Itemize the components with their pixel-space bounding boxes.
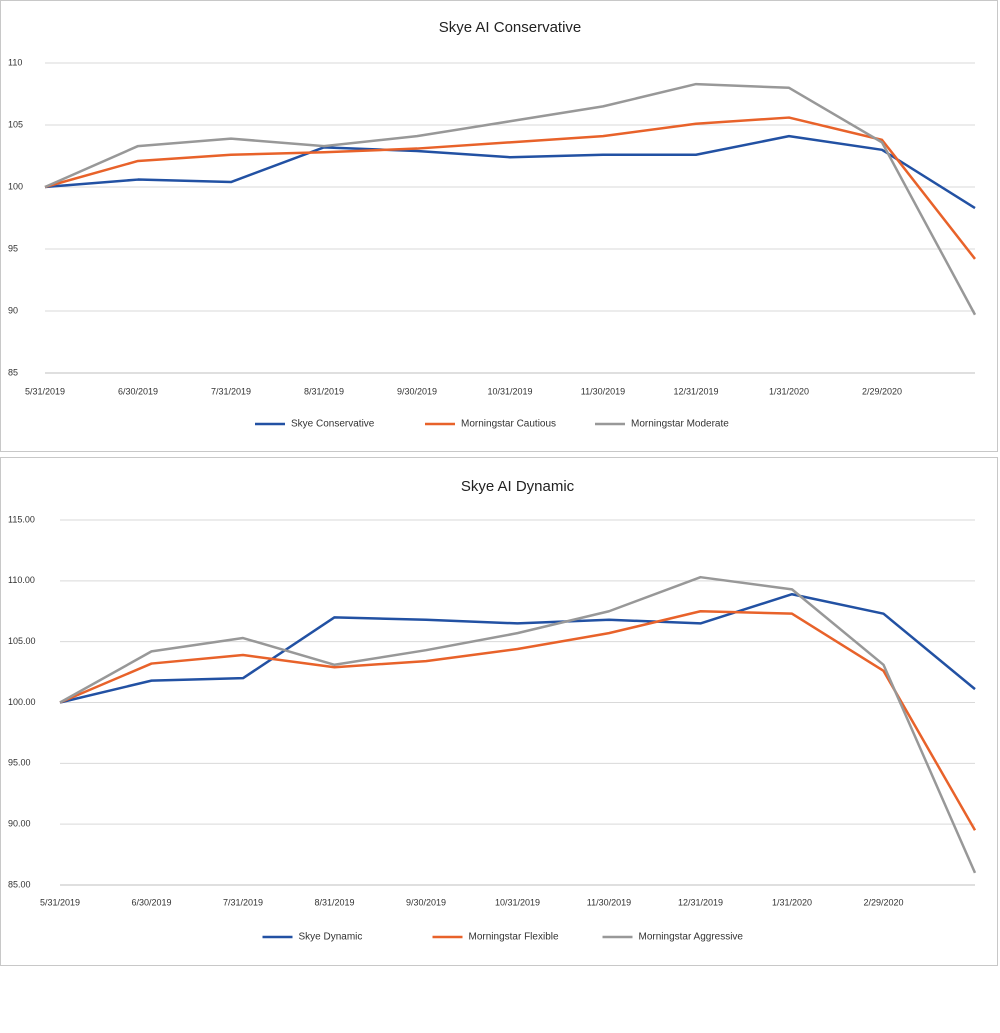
x-tick-label: 6/30/2019	[131, 897, 171, 907]
x-tick-label: 9/30/2019	[397, 386, 437, 396]
y-tick-label: 110	[8, 57, 22, 67]
legend-label: Skye Dynamic	[299, 932, 363, 943]
x-tick-label: 11/30/2019	[581, 386, 625, 396]
series-line	[44, 82, 977, 316]
series-line	[59, 575, 977, 874]
legend-label: Morningstar Flexible	[469, 932, 559, 943]
legend-label: Morningstar Moderate	[631, 419, 729, 430]
series-line	[59, 592, 976, 704]
x-tick-label: 7/31/2019	[211, 386, 251, 396]
y-tick-label: 100.00	[8, 697, 36, 707]
x-tick-label: 8/31/2019	[314, 897, 354, 907]
y-tick-label: 95	[8, 243, 18, 253]
y-tick-label: 100	[8, 181, 23, 191]
x-tick-label: 5/31/2019	[25, 386, 65, 396]
x-tick-label: 2/29/2020	[863, 897, 903, 907]
chart-title: Skye AI Dynamic	[461, 478, 575, 495]
chart-frame	[0, 0, 998, 452]
x-tick-label: 1/31/2020	[769, 386, 809, 396]
y-tick-label: 85.00	[8, 879, 31, 889]
legend-label: Morningstar Aggressive	[639, 932, 744, 943]
series-line	[44, 116, 976, 260]
legend-label: Skye Conservative	[291, 419, 375, 430]
y-tick-label: 110.00	[8, 575, 35, 585]
x-tick-label: 2/29/2020	[862, 386, 902, 396]
y-tick-label: 90	[8, 305, 18, 315]
y-tick-label: 115.00	[8, 514, 35, 524]
chart-title: Skye AI Conservative	[439, 19, 582, 36]
x-tick-label: 12/31/2019	[673, 386, 718, 396]
x-tick-label: 5/31/2019	[40, 897, 80, 907]
series-line	[59, 610, 977, 831]
x-tick-label: 6/30/2019	[118, 386, 158, 396]
x-tick-label: 7/31/2019	[223, 897, 263, 907]
chart-frame	[0, 457, 998, 966]
x-tick-label: 12/31/2019	[678, 897, 723, 907]
x-tick-label: 1/31/2020	[772, 897, 812, 907]
legend-label: Morningstar Cautious	[461, 419, 556, 430]
y-tick-label: 105.00	[8, 636, 36, 646]
x-tick-label: 11/30/2019	[587, 897, 631, 907]
y-tick-label: 95.00	[8, 758, 31, 768]
x-tick-label: 10/31/2019	[495, 897, 540, 907]
y-tick-label: 90.00	[8, 819, 31, 829]
series-line	[44, 134, 976, 210]
x-tick-label: 9/30/2019	[406, 897, 446, 907]
y-tick-label: 105	[8, 119, 23, 129]
x-tick-label: 8/31/2019	[304, 386, 344, 396]
x-tick-label: 10/31/2019	[487, 386, 532, 396]
y-tick-label: 85	[8, 367, 18, 377]
